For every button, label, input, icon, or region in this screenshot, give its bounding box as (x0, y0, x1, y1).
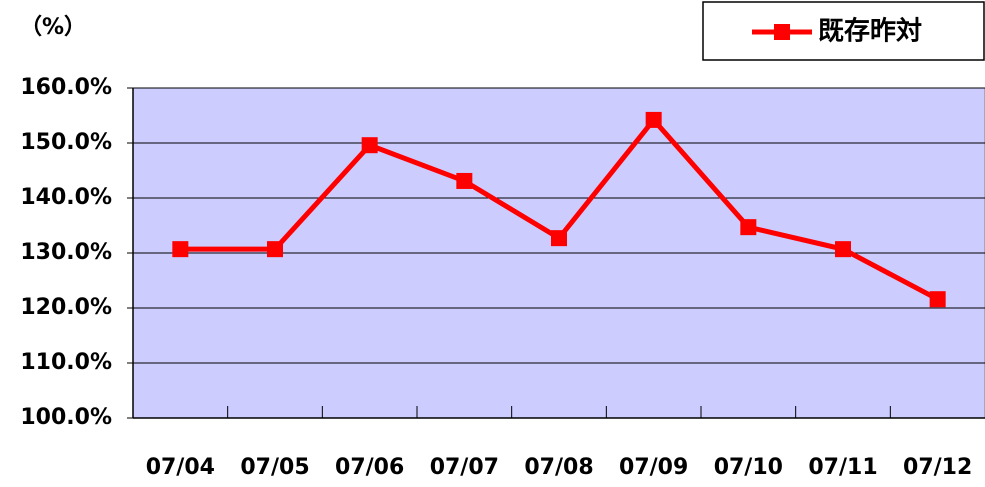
legend-box (702, 1, 985, 61)
y-tick-label: 130.0% (20, 240, 112, 265)
point (172, 241, 189, 258)
x-tick-label: 07/06 (335, 455, 404, 480)
y-tick-label: 110.0% (20, 350, 112, 375)
legend-label: 既存昨対 (818, 17, 922, 47)
x-tick-label: 07/07 (430, 455, 499, 480)
legend-marker (774, 24, 790, 40)
x-tick-label: 07/08 (524, 455, 593, 480)
point (835, 241, 851, 258)
y-tick-label: 100.0% (20, 405, 112, 430)
y-tick-label: 120.0% (20, 295, 112, 320)
y-axis-label: （%） (20, 15, 86, 40)
x-tick-label: 07/04 (146, 455, 215, 480)
x-tick-label: 07/10 (714, 455, 783, 480)
x-tick-label: 07/09 (619, 455, 688, 480)
point (645, 111, 662, 128)
x-tick-label: 07/12 (903, 455, 972, 480)
point (551, 230, 567, 247)
point (740, 219, 757, 236)
point (456, 172, 473, 189)
x-tick-label: 07/05 (240, 455, 309, 480)
point (267, 241, 283, 258)
y-tick-label: 150.0% (20, 130, 112, 155)
y-tick-label: 140.0% (20, 185, 112, 210)
point (929, 291, 946, 308)
x-tick-label: 07/11 (808, 455, 877, 480)
y-tick-label: 160.0% (20, 75, 112, 100)
point (361, 137, 378, 154)
